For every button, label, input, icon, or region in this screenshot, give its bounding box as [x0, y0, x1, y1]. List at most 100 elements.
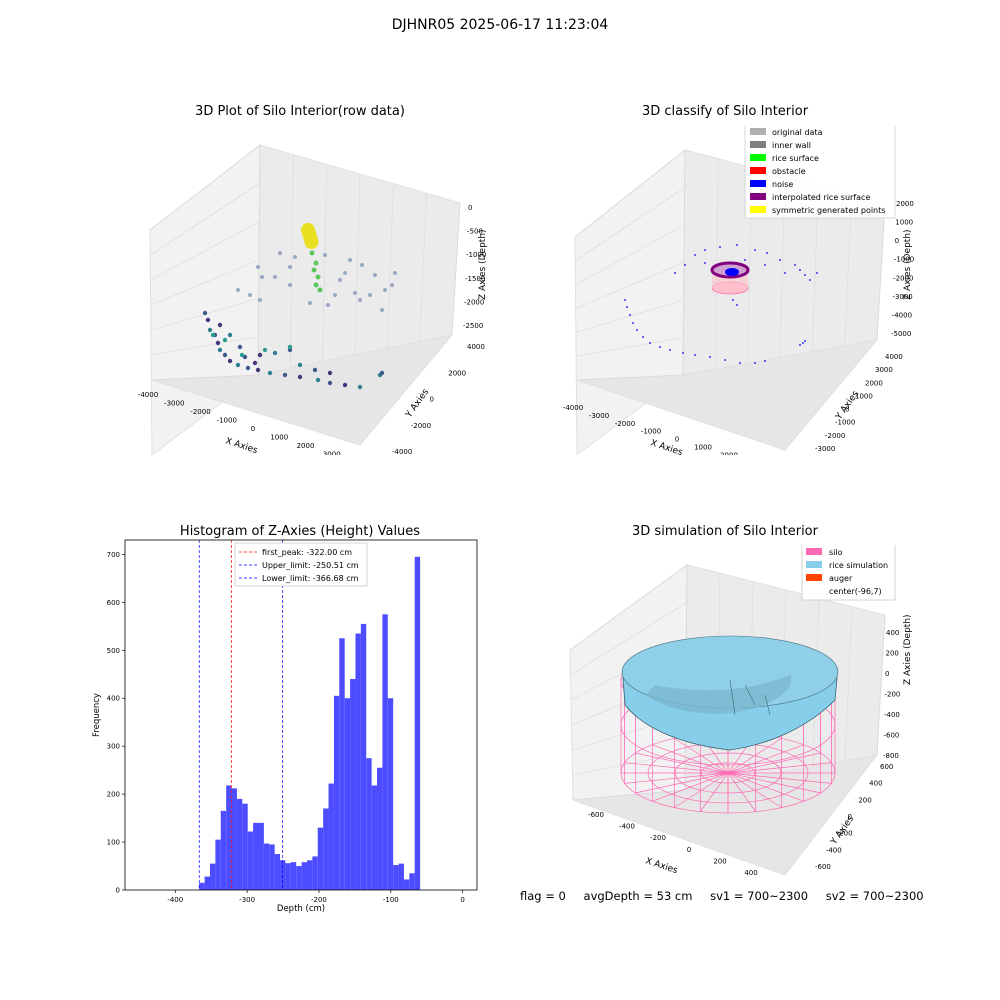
silo-spoke	[652, 772, 729, 802]
noise-point	[659, 346, 661, 348]
grid-line	[150, 221, 260, 281]
plot1-ylabel: Y Axies	[404, 387, 432, 420]
dark-point	[379, 370, 385, 376]
histogram-bar	[220, 810, 227, 890]
plot2-y-tick-label: 1000	[855, 392, 873, 400]
y-tick-label: 0	[116, 887, 120, 895]
light-point	[393, 271, 397, 275]
silo-spoke	[727, 744, 804, 774]
histogram-bar	[312, 856, 318, 890]
dark-point	[267, 370, 273, 376]
legend-swatch	[750, 141, 766, 148]
plot4-z-tick-label: 400	[886, 629, 899, 637]
grid-line	[576, 299, 684, 333]
noise-point	[799, 269, 801, 271]
silo-simulation-3d: -600 -400 -200 0 200 400 -600 -400 -200 0 200 400 60…	[569, 545, 913, 877]
legend-label: inner wall	[772, 141, 811, 150]
grid-line	[151, 336, 259, 356]
histogram-bar	[253, 822, 259, 890]
histogram-xlabel: Depth (cm)	[277, 904, 325, 914]
plot1-y-tick-label: 4000	[467, 343, 485, 351]
dark-point	[252, 360, 258, 366]
plot2-x-tick-label: -4000	[563, 404, 583, 412]
depth-histogram: -400 -300 -200 -100 0 0 100 200 300 400 500 600 700…	[92, 539, 478, 914]
histogram-bar	[306, 860, 313, 890]
plot2-title: 3D classify of Silo Interior	[641, 104, 809, 119]
green-point	[313, 282, 319, 288]
noise-point	[766, 252, 768, 254]
plot1-z-tick-label: -2500	[463, 322, 483, 330]
noise-point	[674, 272, 676, 274]
histogram-bar	[231, 788, 237, 890]
silo-spoke	[624, 772, 729, 784]
dark-point	[227, 358, 233, 364]
histogram-bar	[409, 873, 415, 890]
grid-line	[575, 187, 685, 262]
green-point	[315, 274, 321, 280]
histogram-bar	[258, 822, 264, 890]
plot1-y-tick-label: -4000	[392, 448, 412, 455]
legend-label: rice surface	[772, 154, 819, 163]
histogram-frame	[124, 539, 478, 891]
legend-label: interpolated rice surface	[772, 193, 870, 202]
histogram-bar	[339, 638, 345, 890]
histogram-bar	[215, 839, 221, 890]
flag-readout: flag = 0	[520, 889, 566, 903]
green-point	[309, 250, 315, 256]
light-point	[256, 265, 260, 269]
plot2-y-tick-label: -2000	[825, 432, 845, 440]
plot1-ticks: -4000 -3000 -2000 -1000 0 1000 2000 3000 4000 -40…	[138, 204, 487, 455]
plot1-x-tick-label: -2000	[190, 408, 210, 416]
plot1-z-tick-label: 0	[468, 204, 472, 212]
histogram-bar	[414, 556, 421, 890]
plot4-y-tick-label: -600	[815, 863, 831, 871]
plot1-z-tick-label: -1500	[465, 275, 485, 283]
plot2-ticks: -4000 -3000 -2000 -1000 0 1000 2000 3000 4000 -40…	[563, 200, 914, 455]
histogram-legend: first_peak: -322.00 cm Upper_limit: -250.…	[234, 542, 368, 587]
plot1-x-tick-label: 3000	[323, 451, 341, 456]
legend-swatch	[750, 128, 766, 135]
histogram-bar	[403, 879, 410, 890]
noise-point	[764, 264, 766, 266]
x-tick-label: 0	[460, 896, 464, 904]
light-point	[288, 283, 292, 287]
grid-line	[575, 224, 685, 285]
grid-line	[570, 602, 687, 676]
y-tick-label: 600	[107, 599, 120, 607]
histogram-bar	[204, 876, 210, 890]
legend-swatch	[806, 548, 822, 555]
legend-swatch	[806, 574, 822, 581]
plot4-x-tick-label: -400	[619, 823, 635, 831]
legend-box	[234, 542, 368, 587]
legend-box	[744, 125, 896, 219]
plot1-zlabel: Z Axies (Depth)	[478, 229, 488, 300]
y-tick-label: 400	[107, 695, 120, 703]
dark-point	[297, 362, 303, 368]
dark-point	[245, 365, 251, 371]
rice-surface	[621, 635, 839, 751]
noise-point	[684, 264, 686, 266]
x-tick-label: -100	[383, 896, 399, 904]
light-point	[360, 263, 364, 267]
plot4-z-tick-label: 200	[886, 650, 899, 658]
noise-point	[736, 304, 738, 306]
plot1-grid	[149, 144, 461, 381]
legend-swatch	[806, 561, 822, 568]
histogram-bar	[274, 854, 281, 890]
plot2-y-tick-label: -1000	[835, 419, 855, 427]
light-point	[358, 298, 362, 302]
grid-line	[844, 606, 853, 761]
avg-depth-readout: avgDepth = 53 cm	[583, 889, 693, 903]
dark-point	[272, 350, 278, 356]
light-point	[373, 273, 377, 277]
dark-point	[215, 340, 221, 346]
histogram-bar	[236, 798, 243, 890]
plot4-z-tick-label: -600	[884, 732, 900, 740]
dark-point	[327, 370, 333, 376]
plot2-legend: original data inner wall rice surface obsta…	[744, 125, 896, 219]
noise-point	[724, 359, 726, 361]
grid-line	[419, 193, 427, 342]
dark-point	[357, 384, 363, 390]
silo-spoke	[624, 762, 729, 774]
silo-spoke	[652, 744, 729, 774]
